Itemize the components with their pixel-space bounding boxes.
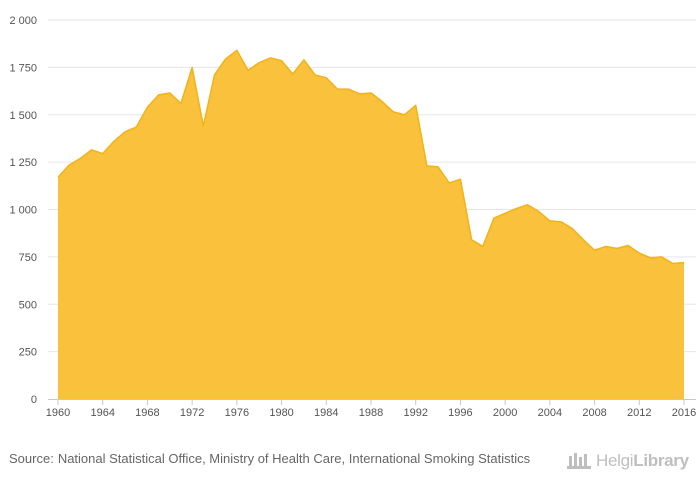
x-tick-label: 1996 [448, 407, 472, 419]
library-icon [567, 453, 591, 469]
x-tick-label: 2012 [627, 407, 651, 419]
data-point[interactable] [391, 109, 396, 114]
data-point[interactable] [447, 180, 452, 185]
data-point[interactable] [100, 151, 105, 156]
y-tick-label: 0 [31, 394, 37, 406]
data-point[interactable] [547, 218, 552, 223]
series-area [58, 50, 684, 399]
y-tick-label: 1 000 [9, 205, 37, 217]
data-point[interactable] [480, 244, 485, 249]
data-point[interactable] [503, 211, 508, 216]
data-point[interactable] [290, 72, 295, 77]
x-tick-label: 1972 [180, 407, 204, 419]
data-point[interactable] [234, 48, 239, 53]
data-point[interactable] [670, 261, 675, 266]
x-tick-label: 1964 [90, 407, 114, 419]
data-point[interactable] [178, 101, 183, 106]
data-point[interactable] [212, 72, 217, 77]
data-point[interactable] [201, 124, 206, 129]
data-point[interactable] [324, 75, 329, 80]
data-point[interactable] [402, 112, 407, 117]
logo-part-1: Helgi [596, 451, 634, 470]
data-point[interactable] [156, 92, 161, 97]
logo-text: HelgiLibrary [596, 451, 689, 471]
x-tick-label: 1988 [359, 407, 383, 419]
data-point[interactable] [279, 58, 284, 63]
data-point[interactable] [648, 255, 653, 260]
x-tick-label: 1984 [314, 407, 338, 419]
chart-area: 0 250 500 750 1 000 1 250 1 500 1 750 2 000 1960 1… [9, 15, 696, 419]
x-tick-label: 2004 [538, 407, 562, 419]
data-point[interactable] [357, 91, 362, 96]
y-tick-label: 750 [19, 252, 37, 264]
data-point[interactable] [190, 65, 195, 70]
data-point[interactable] [614, 246, 619, 251]
x-tick-label: 1960 [46, 407, 70, 419]
data-point[interactable] [134, 125, 139, 130]
data-point[interactable] [89, 147, 94, 152]
x-tick-label: 2008 [582, 407, 606, 419]
data-point[interactable] [469, 237, 474, 242]
data-point[interactable] [167, 90, 172, 95]
x-tick-label: 1992 [403, 407, 427, 419]
data-point[interactable] [335, 87, 340, 92]
y-tick-label: 1 500 [9, 110, 37, 122]
data-point[interactable] [268, 55, 273, 60]
data-point[interactable] [637, 251, 642, 256]
source-note: Source: National Statistical Office, Min… [9, 450, 549, 467]
data-point[interactable] [682, 260, 687, 265]
axes: 0 250 500 750 1 000 1 250 1 500 1 750 2 000 1960 1… [9, 15, 696, 419]
data-point[interactable] [491, 216, 496, 221]
y-tick-label: 500 [19, 299, 37, 311]
data-point[interactable] [458, 177, 463, 182]
data-point[interactable] [301, 57, 306, 62]
data-point[interactable] [659, 254, 664, 259]
data-point[interactable] [257, 60, 262, 65]
data-point[interactable] [592, 248, 597, 253]
x-tick-label: 2000 [493, 407, 517, 419]
data-point[interactable] [559, 219, 564, 224]
data-point[interactable] [413, 103, 418, 108]
data-point[interactable] [223, 56, 228, 61]
data-point[interactable] [626, 243, 631, 248]
source-prefix: Source: [9, 451, 54, 466]
x-tick-label: 1980 [269, 407, 293, 419]
data-point[interactable] [603, 244, 608, 249]
data-point[interactable] [123, 129, 128, 134]
data-point[interactable] [111, 139, 116, 144]
area-chart: 0 250 500 750 1 000 1 250 1 500 1 750 2 000 1960 1… [9, 15, 696, 419]
data-point[interactable] [145, 105, 150, 110]
data-point[interactable] [380, 99, 385, 104]
plot-area [56, 48, 687, 399]
helgi-library-logo[interactable]: HelgiLibrary [566, 449, 692, 473]
data-point[interactable] [525, 202, 530, 207]
data-point[interactable] [514, 206, 519, 211]
x-tick-label: 2016 [672, 407, 696, 419]
data-point[interactable] [67, 162, 72, 167]
data-point[interactable] [56, 175, 61, 180]
data-point[interactable] [78, 156, 83, 161]
y-tick-label: 1 250 [9, 157, 37, 169]
data-point[interactable] [570, 226, 575, 231]
logo-part-2: Library [633, 451, 689, 470]
data-point[interactable] [313, 72, 318, 77]
data-point[interactable] [424, 163, 429, 168]
x-tick-label: 1968 [135, 407, 159, 419]
data-point[interactable] [536, 209, 541, 214]
data-point[interactable] [346, 87, 351, 92]
series-line [57, 49, 685, 265]
data-point[interactable] [581, 237, 586, 242]
data-point[interactable] [246, 68, 251, 73]
data-point[interactable] [369, 90, 374, 95]
data-point[interactable] [436, 164, 441, 169]
y-tick-label: 2 000 [9, 15, 37, 27]
y-tick-label: 1 750 [9, 62, 37, 74]
y-tick-label: 250 [19, 347, 37, 359]
source-text: National Statistical Office, Ministry of… [57, 451, 531, 466]
x-tick-label: 1976 [225, 407, 249, 419]
